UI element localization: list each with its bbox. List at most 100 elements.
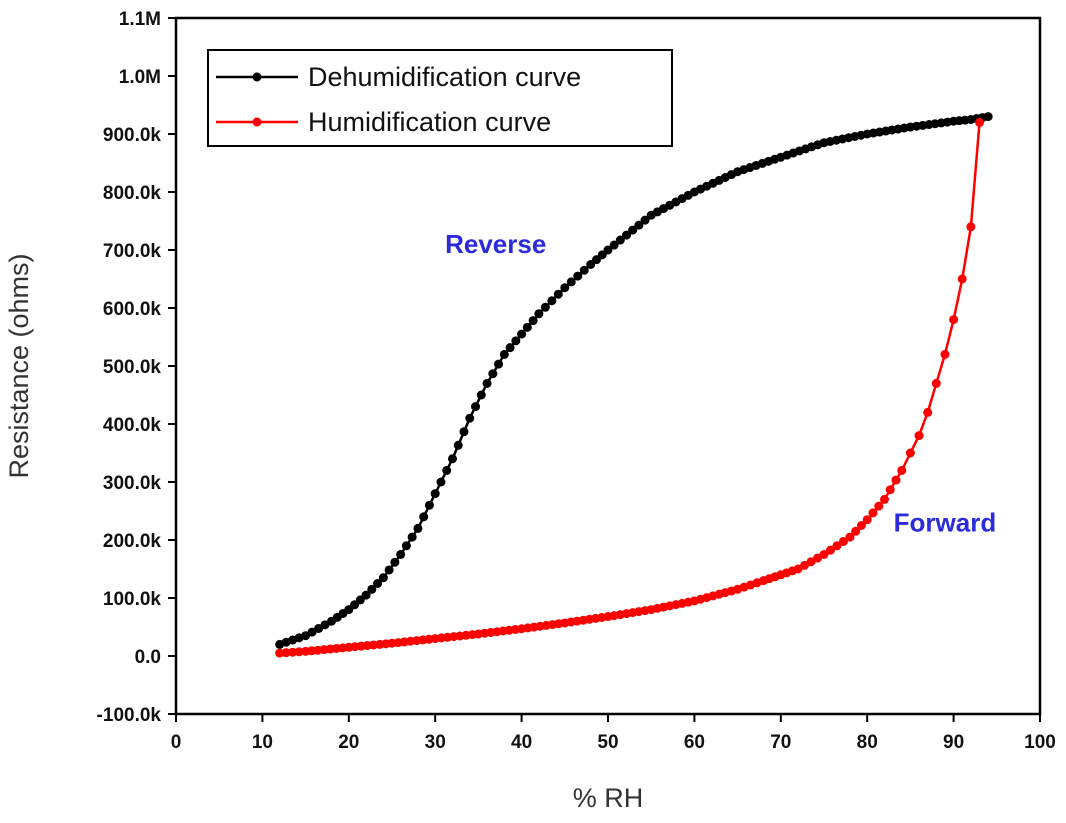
annotation-reverse: Reverse <box>445 229 546 259</box>
data-point-dehumidification-curve <box>522 322 532 332</box>
data-point-dehumidification-curve <box>615 235 625 245</box>
data-point-humidification-curve <box>281 648 291 658</box>
x-tick-label: 10 <box>252 732 273 753</box>
data-point-humidification-curve <box>940 349 950 359</box>
y-tick-label: 700.0k <box>103 241 162 262</box>
y-tick-label: 200.0k <box>103 531 162 552</box>
y-tick-label: 500.0k <box>103 357 162 378</box>
data-point-dehumidification-curve <box>566 277 576 287</box>
x-tick-label: 40 <box>511 732 532 753</box>
data-point-dehumidification-curve <box>436 477 446 487</box>
data-point-dehumidification-curve <box>534 309 544 319</box>
y-tick-label: 800.0k <box>103 183 162 204</box>
data-point-dehumidification-curve <box>401 541 411 551</box>
data-point-dehumidification-curve <box>482 378 492 388</box>
legend-label-humidification: Humidification curve <box>308 107 551 137</box>
data-point-dehumidification-curve <box>517 329 527 339</box>
data-point-humidification-curve <box>874 501 884 511</box>
data-point-dehumidification-curve <box>628 225 638 235</box>
annotation-forward: Forward <box>894 507 997 537</box>
data-point-dehumidification-curve <box>471 402 481 412</box>
data-point-humidification-curve <box>914 431 924 441</box>
x-tick-label: 100 <box>1024 732 1056 753</box>
y-tick-label: -100.0k <box>97 705 162 726</box>
data-point-dehumidification-curve <box>622 230 632 240</box>
data-point-dehumidification-curve <box>390 557 400 567</box>
y-axis: -100.0k 0.0 100.0k 200.0k 300.0k 400.0k 500.0k… <box>97 9 176 726</box>
data-point-dehumidification-curve <box>373 579 383 588</box>
data-point-dehumidification-curve <box>573 271 583 281</box>
legend-marker-humidification <box>252 117 262 127</box>
x-tick-label: 50 <box>597 732 618 753</box>
data-point-dehumidification-curve <box>983 112 993 122</box>
data-point-humidification-curve <box>819 550 829 559</box>
data-point-dehumidification-curve <box>494 359 504 369</box>
y-tick-label: 600.0k <box>103 299 162 320</box>
data-point-dehumidification-curve <box>361 590 371 600</box>
data-point-dehumidification-curve <box>609 240 619 250</box>
data-point-dehumidification-curve <box>419 512 429 522</box>
x-axis-title: % RH <box>573 783 644 813</box>
x-tick-label: 80 <box>857 732 878 753</box>
legend-box <box>207 49 673 147</box>
data-point-humidification-curve <box>856 521 866 530</box>
data-point-humidification-curve <box>838 536 848 546</box>
data-point-dehumidification-curve <box>488 369 498 379</box>
data-point-dehumidification-curve <box>453 440 463 450</box>
x-axis: 0 10 20 30 40 50 60 70 80 90 100 <box>171 714 1056 753</box>
x-tick-label: 20 <box>338 732 359 753</box>
y-tick-label: 100.0k <box>103 589 162 610</box>
data-point-dehumidification-curve <box>528 316 538 326</box>
data-point-humidification-curve <box>288 647 298 657</box>
x-tick-label: 60 <box>684 732 705 753</box>
y-tick-label: 400.0k <box>103 415 162 436</box>
data-point-dehumidification-curve <box>430 489 440 499</box>
data-point-humidification-curve <box>931 378 941 388</box>
y-tick-label: 0.0 <box>135 647 161 668</box>
series-layer <box>275 112 993 658</box>
data-point-humidification-curve <box>975 117 985 127</box>
legend-label-dehumidification: Dehumidification curve <box>308 62 581 92</box>
data-point-dehumidification-curve <box>540 302 550 312</box>
x-tick-label: 0 <box>171 732 182 753</box>
legend: Dehumidification curve Humidification cu… <box>207 49 673 147</box>
data-point-dehumidification-curve <box>476 390 486 400</box>
data-point-dehumidification-curve <box>603 245 613 255</box>
data-point-dehumidification-curve <box>640 215 650 225</box>
data-point-dehumidification-curve <box>442 465 452 475</box>
data-point-humidification-curve <box>891 475 901 485</box>
data-point-dehumidification-curve <box>560 283 570 293</box>
data-point-humidification-curve <box>825 545 835 555</box>
x-tick-label: 30 <box>425 732 446 753</box>
data-point-humidification-curve <box>294 647 304 657</box>
data-point-humidification-curve <box>275 648 285 658</box>
y-axis-title: Resistance (ohms) <box>4 253 34 478</box>
data-point-humidification-curve <box>845 532 855 542</box>
data-point-humidification-curve <box>966 222 976 232</box>
data-point-dehumidification-curve <box>424 500 434 510</box>
data-point-humidification-curve <box>832 541 842 551</box>
data-point-dehumidification-curve <box>447 454 457 464</box>
data-point-dehumidification-curve <box>505 343 515 353</box>
y-tick-label: 1.1M <box>119 9 161 30</box>
data-point-dehumidification-curve <box>547 296 557 306</box>
data-point-dehumidification-curve <box>367 584 377 594</box>
data-point-humidification-curve <box>949 315 959 325</box>
data-point-dehumidification-curve <box>465 413 475 423</box>
data-point-dehumidification-curve <box>396 550 406 559</box>
data-point-humidification-curve <box>879 494 889 504</box>
series-line-dehumidification-curve <box>279 115 989 646</box>
data-point-dehumidification-curve <box>634 220 644 230</box>
data-point-humidification-curve <box>851 526 861 536</box>
data-point-dehumidification-curve <box>579 265 589 275</box>
data-point-dehumidification-curve <box>413 523 423 533</box>
data-point-humidification-curve <box>868 508 878 518</box>
y-tick-label: 900.0k <box>103 125 162 146</box>
data-point-humidification-curve <box>897 465 907 475</box>
data-point-dehumidification-curve <box>511 336 521 346</box>
data-point-dehumidification-curve <box>499 349 509 359</box>
data-point-dehumidification-curve <box>459 427 469 437</box>
data-point-dehumidification-curve <box>553 289 563 299</box>
data-point-humidification-curve <box>957 274 967 284</box>
